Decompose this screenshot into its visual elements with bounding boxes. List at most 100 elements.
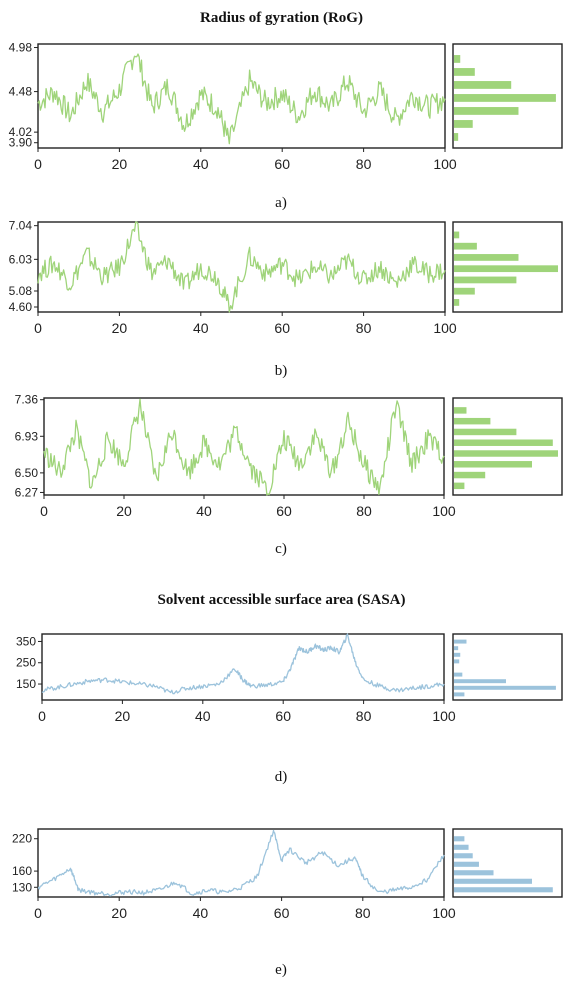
histogram-bar xyxy=(454,639,467,644)
y-tick-label: 6.50 xyxy=(15,466,39,480)
chart-panel-4: 0 20 40 60 80 100 150 250 350 d) xyxy=(16,633,563,785)
y-tick-label: 160 xyxy=(12,864,32,878)
x-tick-label: 80 xyxy=(356,708,372,724)
y-tick-label: 4.02 xyxy=(9,125,33,139)
series-line xyxy=(43,398,445,496)
x-tick-label: 20 xyxy=(116,503,132,519)
x-tick-label: 100 xyxy=(432,905,456,921)
x-tick-label: 20 xyxy=(111,905,127,921)
x-tick-label: 60 xyxy=(274,156,290,172)
panel-caption: a) xyxy=(275,195,287,211)
histogram-frame xyxy=(452,397,563,496)
y-tick-label: 6.27 xyxy=(15,485,39,499)
y-tick-label: 7.36 xyxy=(15,393,39,407)
y-tick-label: 6.03 xyxy=(9,252,33,266)
panel-caption: b) xyxy=(275,363,288,379)
x-tick-label: 20 xyxy=(112,156,128,172)
x-tick-label: 60 xyxy=(275,708,291,724)
histogram-bar xyxy=(454,120,473,128)
y-tick-label: 5.08 xyxy=(9,284,33,298)
x-tick-label: 40 xyxy=(196,503,212,519)
panel-caption: c) xyxy=(275,541,287,557)
x-tick-label: 100 xyxy=(433,156,457,172)
plot-frame xyxy=(37,828,445,898)
histogram-bar xyxy=(454,870,494,876)
sasa-section-title: Solvent accessible surface area (SASA) xyxy=(157,592,406,608)
x-tick-label: 20 xyxy=(115,708,131,724)
x-tick-label: 60 xyxy=(276,503,292,519)
x-tick-label: 60 xyxy=(274,320,290,336)
histogram-bar xyxy=(454,844,469,850)
x-tick-label: 0 xyxy=(34,320,42,336)
histogram-bar xyxy=(454,878,532,884)
series-line xyxy=(37,829,445,897)
y-tick-label: 220 xyxy=(12,832,32,846)
x-tick-label: 100 xyxy=(432,708,456,724)
histogram-bar xyxy=(454,265,558,273)
histogram-bar xyxy=(454,428,517,436)
histogram-bar xyxy=(454,254,519,261)
histogram-bar xyxy=(454,461,532,468)
chart-panel-3: 0 20 40 60 80 100 6.27 6.50 6.93 7.36 c) xyxy=(15,393,563,557)
y-tick-label: 6.93 xyxy=(15,429,39,443)
histogram-bar xyxy=(454,94,556,102)
histogram-bar xyxy=(454,482,465,490)
x-tick-label: 40 xyxy=(193,156,209,172)
plot-frame xyxy=(41,633,445,701)
x-tick-label: 20 xyxy=(112,320,128,336)
x-tick-label: 80 xyxy=(356,320,372,336)
histogram-bar xyxy=(454,471,486,479)
histogram-bar xyxy=(454,836,465,842)
x-tick-label: 40 xyxy=(195,708,211,724)
y-tick-label: 150 xyxy=(16,677,36,691)
histogram-bar xyxy=(454,107,519,115)
histogram-bar xyxy=(454,679,506,684)
histogram-bar xyxy=(454,887,553,893)
x-tick-label: 80 xyxy=(356,156,372,172)
y-tick-label: 4.98 xyxy=(9,41,33,55)
histogram-bar xyxy=(454,685,556,690)
histogram-bar xyxy=(454,672,463,677)
histogram-bar xyxy=(454,407,467,414)
chart-panel-2: 0 20 40 60 80 100 4.60 5.08 6.03 7.04 b) xyxy=(9,219,563,379)
histogram-frame xyxy=(452,633,563,701)
plot-frame xyxy=(37,221,446,313)
y-tick-label: 250 xyxy=(16,656,36,670)
histogram-bar xyxy=(454,242,477,250)
series-line xyxy=(41,633,445,695)
x-tick-label: 100 xyxy=(432,503,456,519)
x-tick-label: 0 xyxy=(38,708,46,724)
histogram-bar xyxy=(454,417,491,425)
series-line xyxy=(37,53,446,145)
histogram-bar xyxy=(454,450,558,457)
x-tick-label: 100 xyxy=(433,320,457,336)
y-tick-label: 350 xyxy=(16,634,36,648)
plot-frame xyxy=(43,397,445,496)
histogram-bar xyxy=(454,299,460,306)
chart-panel-5: 0 20 40 60 80 100 130 160 220 e) xyxy=(12,828,563,978)
y-tick-label: 4.48 xyxy=(9,85,33,99)
histogram-bar xyxy=(454,439,553,446)
histogram-bar xyxy=(454,692,465,697)
histogram-bar xyxy=(454,287,475,295)
x-tick-label: 40 xyxy=(193,320,209,336)
histogram-bar xyxy=(454,276,517,284)
histogram-bar xyxy=(454,133,459,141)
y-tick-label: 7.04 xyxy=(9,219,33,233)
x-tick-label: 80 xyxy=(355,905,371,921)
histogram-bar xyxy=(454,68,475,76)
rog-section-title: Radius of gyration (RoG) xyxy=(200,10,363,26)
panel-caption: e) xyxy=(275,962,287,978)
chart-panel-1: 0 20 40 60 80 100 3.904.02 4.48 4.98 a) xyxy=(9,41,563,211)
histogram-bar xyxy=(454,646,459,651)
histogram-bar xyxy=(454,55,461,63)
x-tick-label: 80 xyxy=(356,503,372,519)
x-tick-label: 0 xyxy=(34,905,42,921)
x-tick-label: 40 xyxy=(193,905,209,921)
x-tick-label: 60 xyxy=(274,905,290,921)
panel-caption: d) xyxy=(275,769,288,785)
histogram-bar xyxy=(454,81,512,89)
histogram-bar xyxy=(454,652,461,657)
y-tick-label: 3.90 xyxy=(9,136,33,150)
